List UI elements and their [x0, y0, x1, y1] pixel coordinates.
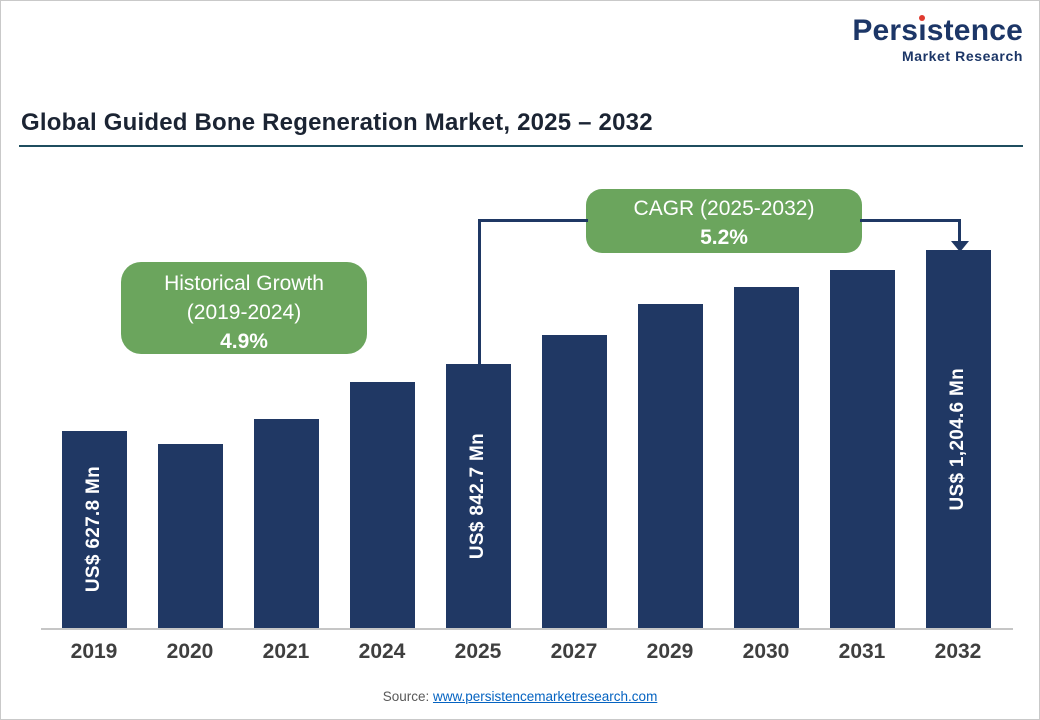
bar-column: US$ 842.7 Mn: [430, 250, 526, 628]
bar-value-label: US$ 627.8 Mn: [83, 466, 104, 593]
x-axis-label: 2025: [454, 640, 502, 663]
cagr-badge: CAGR (2025-2032) 5.2%: [586, 189, 862, 253]
bar-column: [718, 250, 814, 628]
cagr-connector-left-vertical: [478, 219, 481, 382]
x-axis-label: 2032: [934, 640, 982, 663]
x-axis-label: 2030: [742, 640, 790, 663]
brand-name-pre: Pers: [852, 14, 919, 47]
brand-name: Pers ıstence: [852, 15, 1023, 47]
bar-column: US$ 627.8 Mn: [46, 250, 142, 628]
bar-2031: [829, 270, 895, 628]
bar-column: US$ 1,204.6 Mn: [910, 250, 1006, 628]
x-axis-label: 2031: [838, 640, 886, 663]
bar-2029: [637, 304, 703, 628]
bar-column: [142, 250, 238, 628]
source-label: Source:: [382, 689, 430, 704]
historical-growth-badge: Historical Growth (2019-2024) 4.9%: [121, 262, 367, 354]
bar-column: [622, 250, 718, 628]
brand-logo: Pers ıstence Market Research: [852, 15, 1023, 64]
bar-2019: US$ 627.8 Mn: [61, 431, 127, 628]
bar-column: [814, 250, 910, 628]
brand-i-base: ı: [918, 14, 927, 47]
bar-2024: [349, 382, 415, 628]
bar-column: [238, 250, 334, 628]
cagr-line1: CAGR (2025-2032): [633, 197, 815, 220]
logo-red-dot-icon: [919, 15, 926, 21]
bar-value-label: US$ 842.7 Mn: [467, 432, 488, 560]
x-axis-label: 2029: [646, 640, 694, 663]
brand-subtitle: Market Research: [901, 47, 1023, 64]
bar-2020: [157, 444, 223, 628]
x-axis-label: 2024: [358, 640, 406, 663]
x-axis-line: [41, 628, 1013, 630]
cagr-connector-right-horizontal: [860, 219, 961, 222]
bar-column: [526, 250, 622, 628]
cagr-value: 5.2%: [700, 225, 748, 249]
brand-name-post: stence: [926, 14, 1023, 47]
x-axis-label: 2019: [70, 640, 118, 663]
bar-column: [334, 250, 430, 628]
cagr-connector-right-vertical: [958, 219, 961, 243]
x-axis-label: 2027: [550, 640, 598, 663]
historical-growth-line2: (2019-2024): [186, 300, 302, 324]
x-axis-labels: 2019 2020 2021 2024 2025 2027 2029 2030 2031 2032: [46, 640, 1006, 664]
bar-2030: [733, 287, 799, 628]
bar-chart: US$ 627.8 Mn US$ 842.7 Mn US$ 1,204.6 Mn: [46, 250, 1006, 628]
x-axis-label: 2021: [262, 640, 310, 663]
source-link[interactable]: www.persistencemarketresearch.com: [432, 689, 658, 704]
source-line: Source: www.persistencemarketresearch.co…: [1, 689, 1039, 704]
bar-value-label: US$ 1,204.6 Mn: [947, 367, 968, 511]
brand-i: ı: [918, 15, 927, 47]
cagr-connector-left-horizontal: [478, 219, 588, 222]
bar-2032: US$ 1,204.6 Mn: [925, 250, 991, 628]
historical-growth-value: 4.9%: [220, 329, 268, 353]
title-divider: [19, 145, 1023, 147]
x-axis-label: 2020: [166, 640, 214, 663]
bar-2021: [253, 419, 319, 628]
page-title: Global Guided Bone Regeneration Market, …: [21, 109, 653, 136]
bar-2025: US$ 842.7 Mn: [445, 364, 511, 628]
arrow-down-icon: [951, 241, 969, 252]
bar-2027: [541, 335, 607, 628]
historical-growth-line1: Historical Growth: [164, 272, 324, 295]
